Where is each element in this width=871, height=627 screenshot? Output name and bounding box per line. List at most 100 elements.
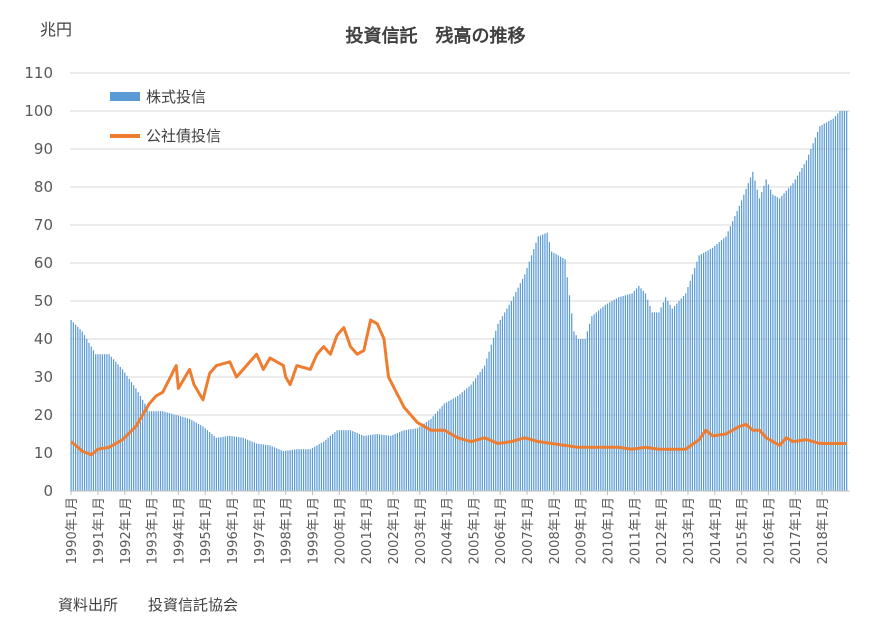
bar-stock <box>461 392 463 491</box>
bar-stock <box>564 259 566 491</box>
bar-stock <box>81 331 83 491</box>
bar-stock <box>188 418 191 491</box>
bar-stock <box>649 306 651 491</box>
bar-stock <box>88 342 90 491</box>
bar-stock <box>403 430 405 491</box>
bar-stock <box>823 123 825 492</box>
bar-stock <box>841 111 843 491</box>
bar-stock <box>300 449 302 491</box>
bar-stock <box>562 257 564 491</box>
y-tick-label: 60 <box>34 254 53 272</box>
bar-stock <box>685 293 687 491</box>
bar-stock <box>814 137 816 491</box>
bar-stock <box>720 240 723 491</box>
bar-stock <box>101 354 104 491</box>
x-tick-label: 1991年1月 <box>92 497 107 564</box>
bar-stock <box>816 131 819 491</box>
bar-stock <box>725 236 727 491</box>
x-tick-label: 2006年1月 <box>494 497 509 564</box>
x-tick-label: 1992年1月 <box>119 497 134 564</box>
bar-stock <box>278 449 280 491</box>
bar-stock <box>747 183 749 491</box>
x-tick-label: 1994年1月 <box>172 497 187 564</box>
bar-stock <box>439 408 441 491</box>
bar-stock <box>305 449 307 491</box>
bar-stock <box>233 436 235 491</box>
bar-stock <box>600 308 602 491</box>
bar-stock <box>159 411 162 491</box>
bar-stock <box>756 189 758 492</box>
bar-stock <box>705 251 707 491</box>
bar-stock <box>642 290 644 491</box>
x-tick-label: 2001年1月 <box>360 497 375 564</box>
y-tick-label: 100 <box>24 102 53 120</box>
bar-stock <box>586 331 589 491</box>
bar-stock <box>530 255 533 491</box>
bar-stock <box>423 423 425 491</box>
bar-stock <box>808 154 810 491</box>
bar-stock <box>732 221 734 491</box>
bar-stock <box>571 313 573 491</box>
bar-stock <box>258 443 260 491</box>
bar-stock <box>224 436 226 491</box>
bar-stock <box>774 195 776 491</box>
bar-stock <box>490 344 492 491</box>
bar-stock <box>401 431 403 491</box>
bar-stock <box>83 335 86 491</box>
bar-stock <box>790 185 792 491</box>
x-tick-label: 1996年1月 <box>226 497 241 564</box>
bar-stock <box>271 446 273 491</box>
x-tick-label: 2011年1月 <box>628 497 643 564</box>
bar-stock <box>329 435 331 491</box>
bar-stock <box>819 126 821 491</box>
bar-stock <box>121 369 124 491</box>
bar-stock <box>200 425 202 491</box>
bar-stock <box>752 171 754 492</box>
bar-stock <box>213 435 215 491</box>
bar-stock <box>434 413 437 491</box>
bar-stock <box>622 295 624 491</box>
bar-stock <box>638 285 640 491</box>
bar-stock <box>356 433 358 491</box>
bar-stock <box>162 411 164 491</box>
bar-stock <box>718 242 720 491</box>
bar-stock <box>318 444 320 491</box>
bar-stock <box>369 434 372 491</box>
bar-stock <box>148 411 150 491</box>
bar-stock <box>354 432 356 491</box>
bar-stock <box>568 295 571 491</box>
bar-stock <box>575 335 577 491</box>
bar-stock <box>495 330 497 491</box>
bar-stock <box>691 274 694 491</box>
bar-stock <box>743 194 745 491</box>
bar-stock <box>734 216 736 491</box>
bar-stock <box>153 411 155 491</box>
bar-stock <box>837 113 839 492</box>
bar-stock <box>783 193 785 492</box>
bar-stock <box>269 445 271 491</box>
bar-stock <box>763 185 765 491</box>
bar-stock <box>591 316 593 491</box>
y-tick-label: 20 <box>34 406 53 424</box>
bar-stock <box>253 442 255 491</box>
bar-stock <box>378 434 381 491</box>
bar-stock <box>180 416 182 491</box>
x-tick-label: 2008年1月 <box>548 497 563 564</box>
bar-stock <box>671 308 673 491</box>
x-tick-label: 2003年1月 <box>414 497 429 564</box>
bar-stock <box>678 301 680 491</box>
bar-stock <box>459 394 461 491</box>
bar-stock <box>137 392 139 491</box>
source-name: 投資信託協会 <box>148 596 239 614</box>
bar-stock <box>508 304 510 491</box>
bar-stock <box>285 450 287 491</box>
bar-stock <box>573 331 575 491</box>
bar-stock <box>130 382 133 491</box>
bar-stock <box>656 312 658 491</box>
bar-stock <box>450 399 452 491</box>
bar-stock <box>589 323 591 491</box>
bar-stock <box>749 177 752 491</box>
x-tick-label: 1995年1月 <box>199 497 214 564</box>
bar-stock <box>320 442 323 491</box>
bar-stock <box>399 432 401 491</box>
